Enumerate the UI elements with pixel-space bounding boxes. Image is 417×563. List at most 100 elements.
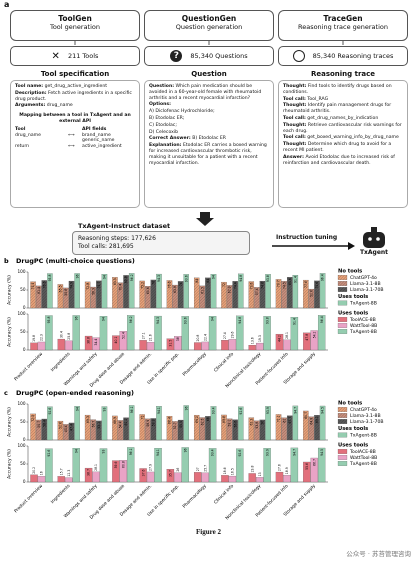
figure-caption: Figure 2: [196, 528, 221, 536]
bar: [226, 418, 233, 441]
content-box: Question: Which pain medication should b…: [144, 80, 274, 208]
bar: [84, 467, 93, 483]
bar: [112, 460, 120, 483]
line-key: Arguments:: [15, 103, 46, 109]
bar: [96, 420, 102, 441]
bar: [205, 416, 211, 441]
bar: [57, 338, 65, 351]
line-text: Which pain medication should be avoided …: [149, 84, 262, 101]
text-line: Thought: Retrieve cardiovascular risk wa…: [283, 123, 403, 135]
legend-swatch: [337, 323, 348, 328]
count-box: ? 85,340 Questions: [144, 46, 274, 66]
value-label: 93: [102, 449, 106, 453]
line-key: Tool call:: [283, 96, 306, 102]
value-label: 52.6: [310, 290, 314, 297]
line-text: Find tools to identify drugs based on co…: [283, 84, 392, 95]
bar: [303, 279, 309, 309]
value-label: 27.4: [223, 332, 227, 339]
line-text: get_drug_active_ingredient: [44, 84, 108, 89]
value-label: 71: [140, 415, 144, 419]
value-label: 69.6: [222, 416, 226, 423]
watermark: 公众号 · 苏苔管理咨询: [346, 550, 411, 558]
value-label: 94: [74, 449, 78, 453]
bar: [193, 277, 200, 309]
value-label: 55.8: [64, 289, 68, 296]
bar: [139, 340, 147, 351]
bar: [101, 406, 108, 441]
bar: [99, 316, 108, 351]
value-label: 71.1: [277, 415, 281, 422]
connector: [74, 41, 344, 45]
map-arrow: ⟷: [68, 144, 75, 150]
x-tick-label: Ingredients: [50, 351, 72, 373]
value-label: 94.7: [293, 449, 297, 456]
line-key: Correct Answer:: [149, 136, 191, 142]
section-title: Tool specification: [40, 70, 110, 78]
bar: [84, 335, 93, 351]
value-label: 55.5: [179, 421, 183, 428]
line-text: B) Etodolac ER: [192, 136, 227, 142]
value-label: 62.2: [124, 419, 128, 426]
text-line: Question: Which pain medication should b…: [149, 84, 269, 101]
line-key: Thought:: [283, 122, 307, 128]
value-label: 96.4: [321, 274, 325, 281]
bar: [314, 415, 320, 441]
legend-swatch: [337, 281, 348, 286]
value-label: 63.8: [173, 286, 177, 293]
text-line: Thought: Determine which drug to avoid f…: [283, 142, 403, 154]
bar: [99, 448, 108, 483]
value-label: 56.7: [91, 421, 95, 428]
legend-label: WattTool-8B: [350, 455, 377, 461]
mapping: Tool API fields drug_name ⟷ brand_name generi…: [15, 127, 135, 150]
legend-label: Llama-3.1-8B: [350, 413, 381, 419]
y-tick-label: 0: [23, 479, 26, 484]
bar: [84, 281, 91, 309]
value-label: 12.3: [67, 470, 71, 477]
line-text: Retrieve cardiovascular risk warnings fo…: [283, 122, 402, 134]
value-label: 96: [183, 448, 187, 452]
value-label: 96.2: [130, 274, 134, 281]
bar: [146, 471, 155, 483]
y-tick-label: 0: [23, 305, 26, 310]
bar: [193, 414, 200, 441]
value-label: 22.3: [40, 334, 44, 341]
text-line: Answer: Avoid Etodolac due to increased …: [283, 155, 403, 167]
value-label: 94.8: [239, 275, 243, 282]
value-label: 96.4: [320, 316, 324, 323]
y-tick-label: 100: [18, 311, 26, 316]
icon: ?: [170, 50, 183, 62]
legend-title: Uses tools: [338, 294, 368, 300]
value-label: 66.4: [168, 417, 172, 424]
value-label: 18.6: [223, 467, 227, 474]
line-key: Thought:: [283, 84, 307, 89]
value-label: 93.6: [183, 317, 187, 324]
y-axis-label: Accuracy (%): [7, 317, 13, 347]
bar: [221, 414, 227, 441]
value-label: 30.4: [59, 331, 63, 338]
bar: [308, 416, 315, 441]
text-line: Tool call: get_drug_names_by_indication: [283, 116, 403, 122]
bar: [275, 471, 284, 483]
bar: [139, 414, 145, 441]
lines: Tool name: get_drug_active_ingredient Des…: [15, 84, 135, 109]
value-label: 38.8: [87, 337, 91, 344]
bar: [181, 316, 189, 351]
bar: [210, 406, 217, 441]
bar: [236, 448, 244, 483]
value-label: 34.4: [94, 339, 98, 346]
legend-label: ToolACE-8B: [349, 317, 376, 323]
value-label: 93.8: [266, 275, 270, 282]
bar: [156, 273, 162, 309]
dataset-box: [72, 231, 250, 255]
bar: [68, 280, 75, 309]
section-title: Reasoning trace: [310, 70, 376, 78]
bar: [172, 421, 178, 441]
bar: [199, 417, 206, 441]
bar: [208, 448, 217, 483]
value-label: 28.1: [285, 332, 289, 339]
value-label: 53.1: [97, 422, 101, 429]
bar: [172, 284, 178, 309]
value-label: 38: [176, 337, 180, 341]
legend-swatch: [337, 329, 348, 334]
